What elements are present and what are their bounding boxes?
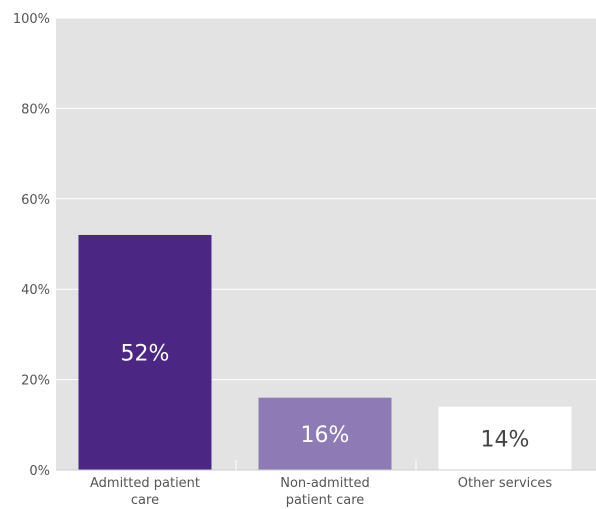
y-axis-tick-labels: 0% 20% 40% 60% 80% 100%: [13, 12, 50, 479]
y-tick-label: 60%: [21, 193, 50, 208]
x-category-label: patient care: [286, 493, 365, 508]
y-tick-label: 80%: [21, 102, 50, 117]
x-category-label: Admitted patient: [90, 476, 200, 491]
y-tick-label: 0%: [29, 464, 50, 479]
bar: [438, 406, 572, 470]
bar-value-label: 16%: [301, 423, 350, 448]
y-tick-label: 20%: [21, 374, 50, 389]
x-category-label: care: [131, 493, 159, 508]
y-tick-label: 100%: [13, 12, 50, 27]
bar: [258, 397, 392, 470]
bar: [78, 234, 212, 470]
x-category-label: Non-admitted: [280, 476, 370, 491]
bar-value-label: 52%: [121, 341, 170, 366]
bar-data-labels: 52% 16% 14%: [121, 341, 530, 452]
x-axis: Admitted patient care Non-admitted patient …: [56, 460, 596, 508]
x-category-label: Other services: [458, 476, 553, 491]
bar-value-label: 14%: [481, 427, 530, 452]
y-tick-label: 40%: [21, 283, 50, 298]
bars: [78, 234, 572, 470]
